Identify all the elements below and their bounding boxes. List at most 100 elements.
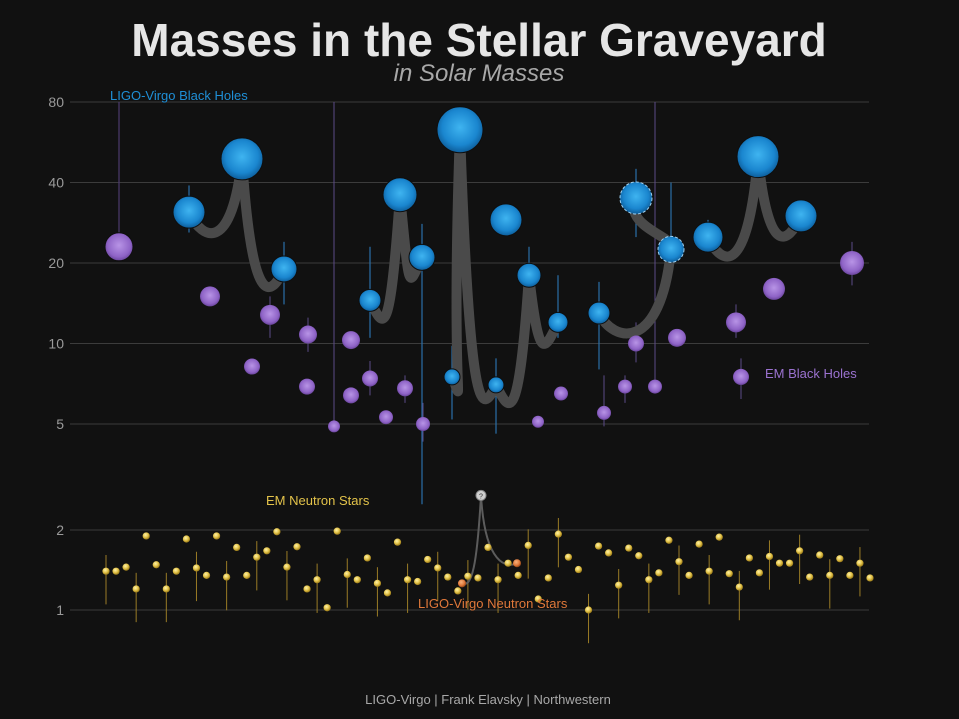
ligo-bh-point xyxy=(692,221,724,253)
ligo-bh-point xyxy=(657,235,685,263)
em-ns-point xyxy=(263,547,271,555)
em-ns-point xyxy=(132,585,140,593)
ligo-bh-point xyxy=(408,243,436,271)
em-ns-point xyxy=(373,579,382,587)
ligo-bh-point xyxy=(487,376,505,394)
em-ns-point xyxy=(283,563,291,571)
em-ns-point xyxy=(464,572,472,580)
em-ns-point xyxy=(665,536,673,544)
ligo-bh-point xyxy=(516,262,542,288)
ligo-ns-point xyxy=(513,559,521,568)
em-bh-point xyxy=(733,368,749,385)
text-layer: Masses in the Stellar Graveyard in Solar… xyxy=(110,14,857,707)
em-ns-point xyxy=(745,554,753,562)
em-ns-point xyxy=(484,543,492,552)
em-bh-point xyxy=(763,277,785,300)
em-black-holes xyxy=(200,251,864,433)
em-ns-point xyxy=(223,573,231,581)
em-bh-point xyxy=(244,358,260,375)
ligo-bh-point xyxy=(270,255,298,283)
em-ns-point xyxy=(856,559,864,567)
em-ns-point xyxy=(142,532,150,540)
ligo-bh-point xyxy=(547,311,569,333)
em-ns-point xyxy=(514,571,522,579)
em-bh-point xyxy=(840,251,864,275)
em-ns-point xyxy=(363,554,371,562)
em-bh-point xyxy=(342,331,360,350)
unknown-remnant-label: ? xyxy=(479,493,483,500)
em-ns-point xyxy=(403,576,412,584)
em-ns-point xyxy=(655,569,663,577)
em-bh-point xyxy=(532,415,544,428)
em-ns-point xyxy=(554,530,562,538)
em-ns-point xyxy=(836,555,844,563)
em-ns-point xyxy=(444,573,452,581)
y-tick-label: 40 xyxy=(48,175,64,191)
em-ns-label: EM Neutron Stars xyxy=(266,493,370,508)
em-bh-point xyxy=(362,370,378,387)
em-bh-point xyxy=(668,328,686,347)
em-ns-point xyxy=(715,533,723,541)
em-ns-point xyxy=(705,567,713,575)
em-ns-point xyxy=(393,538,402,546)
em-ns-point xyxy=(112,567,120,575)
em-ns-point xyxy=(504,559,512,567)
em-ns-point xyxy=(645,576,653,584)
em-ns-point xyxy=(202,571,211,579)
em-ns-point xyxy=(685,571,693,579)
em-ns-point xyxy=(594,542,603,550)
ligo-bh-point xyxy=(784,199,818,233)
em-ns-point xyxy=(303,585,311,593)
ligo-bh-point xyxy=(736,135,780,179)
em-bh-point xyxy=(648,379,662,394)
ligo-bh-point xyxy=(436,106,484,154)
ligo-bh-point xyxy=(619,181,653,215)
em-ns-point xyxy=(785,559,794,567)
em-bh-point xyxy=(597,405,611,420)
em-ns-point xyxy=(866,574,874,582)
em-ns-point xyxy=(102,567,110,575)
em-ns-point xyxy=(212,532,221,540)
em-bh-point xyxy=(554,386,568,401)
em-bh-point xyxy=(200,286,220,307)
em-bh-label: EM Black Holes xyxy=(765,366,857,381)
y-tick-label: 80 xyxy=(48,94,64,110)
em-ns-point xyxy=(162,585,170,593)
em-ns-point xyxy=(735,583,743,591)
em-bh-point xyxy=(299,325,317,344)
ligo-bh-point xyxy=(104,232,134,262)
em-ns-point xyxy=(796,547,804,555)
em-ns-point xyxy=(846,571,854,579)
em-ns-point xyxy=(564,553,573,561)
em-ns-point xyxy=(323,604,331,612)
em-ns-point xyxy=(474,574,482,582)
em-ns-point xyxy=(273,528,281,536)
merger-curve xyxy=(491,270,534,409)
em-bh-point xyxy=(260,304,280,325)
em-ns-point xyxy=(192,564,201,572)
em-ns-point xyxy=(635,552,643,560)
em-ns-point xyxy=(534,595,542,603)
em-ns-point xyxy=(454,587,462,595)
merger-curve xyxy=(594,244,676,339)
em-ns-point xyxy=(605,549,613,557)
em-ns-point xyxy=(816,551,824,559)
ligo-bh-point xyxy=(443,368,461,386)
em-ns-point xyxy=(524,541,532,550)
ligo-ns-merger-curve xyxy=(461,495,482,585)
ligo-ns-point xyxy=(458,579,466,588)
em-ns-point xyxy=(434,564,442,572)
em-ns-point xyxy=(424,555,432,564)
em-ns-point xyxy=(353,576,361,584)
ligo-bh-point xyxy=(382,177,418,213)
em-bh-point xyxy=(726,312,746,333)
em-bh-point xyxy=(397,380,413,397)
ligo-bh-point xyxy=(587,301,611,325)
em-ns-point xyxy=(755,569,764,577)
em-ns-point xyxy=(414,577,422,586)
ligo-bh-point xyxy=(172,195,206,229)
em-ns-point xyxy=(293,543,301,551)
em-ns-point xyxy=(725,570,733,578)
ligo-bh-point xyxy=(489,203,523,237)
